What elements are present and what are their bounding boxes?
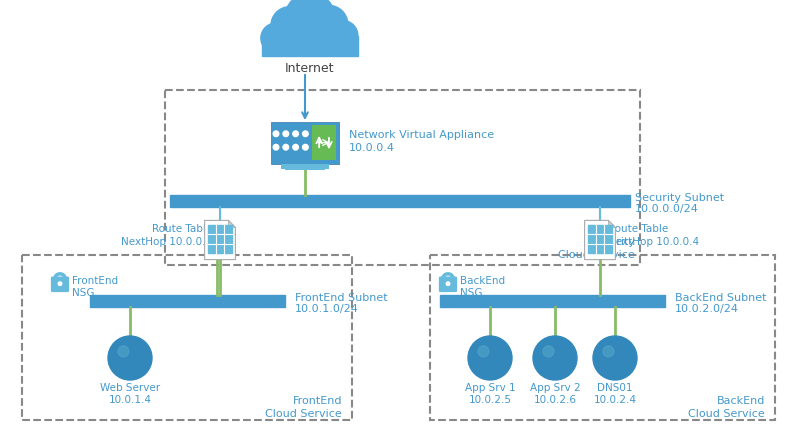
Text: NextHop 10.0.0.4: NextHop 10.0.0.4 [608, 237, 699, 247]
Polygon shape [585, 220, 615, 260]
Circle shape [328, 20, 358, 51]
Text: Network Virtual Appliance: Network Virtual Appliance [349, 130, 494, 140]
Text: FrontEnd: FrontEnd [72, 276, 118, 286]
Text: Route Table: Route Table [608, 224, 668, 234]
Text: Security: Security [589, 237, 635, 247]
Text: BackEnd: BackEnd [460, 276, 505, 286]
Circle shape [283, 131, 289, 137]
Circle shape [286, 23, 319, 56]
Bar [90, 295, 285, 307]
Polygon shape [229, 220, 235, 227]
Bar [22, 255, 352, 420]
Circle shape [57, 281, 62, 286]
Text: Cloud Service: Cloud Service [558, 250, 635, 260]
Bar [587, 226, 612, 253]
Bar [312, 125, 336, 160]
Text: FrontEnd: FrontEnd [292, 396, 342, 406]
Circle shape [292, 144, 298, 150]
Text: 10.0.1.0/24: 10.0.1.0/24 [295, 304, 359, 314]
Text: DNS01: DNS01 [597, 383, 633, 393]
Text: BackEnd Subnet: BackEnd Subnet [675, 293, 767, 303]
Circle shape [271, 6, 308, 44]
Text: Cloud Service: Cloud Service [265, 409, 342, 419]
Text: 10.0.2.0/24: 10.0.2.0/24 [675, 304, 739, 314]
Text: 10.0.1.4: 10.0.1.4 [108, 395, 151, 405]
Bar [207, 226, 233, 253]
Bar [262, 36, 358, 56]
Circle shape [118, 346, 129, 357]
Circle shape [593, 336, 637, 380]
Bar [170, 195, 630, 207]
Circle shape [273, 144, 279, 150]
Text: App Srv 2: App Srv 2 [530, 383, 580, 393]
Circle shape [283, 144, 289, 150]
Circle shape [533, 336, 577, 380]
Bar [271, 122, 339, 164]
Text: Security Subnet: Security Subnet [635, 193, 724, 203]
Text: Route Table: Route Table [151, 224, 212, 234]
FancyBboxPatch shape [51, 276, 69, 292]
Circle shape [478, 346, 489, 357]
Text: 10.0.2.6: 10.0.2.6 [533, 395, 576, 405]
Circle shape [446, 281, 450, 286]
Text: 10.0.2.5: 10.0.2.5 [469, 395, 512, 405]
Text: 10.0.2.4: 10.0.2.4 [594, 395, 637, 405]
Text: BackEnd: BackEnd [717, 396, 765, 406]
Polygon shape [608, 220, 615, 227]
Text: Cloud Service: Cloud Service [689, 409, 765, 419]
Text: FrontEnd Subnet: FrontEnd Subnet [295, 293, 387, 303]
Bar [440, 295, 665, 307]
Circle shape [303, 131, 308, 137]
Circle shape [603, 346, 614, 357]
Circle shape [108, 336, 152, 380]
Bar [165, 90, 640, 265]
Text: Web Server: Web Server [100, 383, 160, 393]
Circle shape [285, 0, 336, 43]
Circle shape [261, 23, 291, 53]
Text: NSG: NSG [72, 288, 95, 298]
Text: NextHop 10.0.0.4: NextHop 10.0.0.4 [121, 237, 212, 247]
Text: Internet: Internet [285, 62, 335, 75]
Polygon shape [205, 220, 235, 260]
Text: App Srv 1: App Srv 1 [465, 383, 516, 393]
Circle shape [292, 131, 298, 137]
Bar [281, 164, 329, 169]
FancyBboxPatch shape [439, 276, 457, 292]
Circle shape [543, 346, 554, 357]
Text: 10.0.0.4: 10.0.0.4 [349, 143, 395, 153]
Circle shape [304, 25, 334, 56]
Circle shape [310, 6, 347, 43]
Text: 10.0.0.0/24: 10.0.0.0/24 [635, 204, 699, 214]
Bar [430, 255, 775, 420]
Circle shape [303, 144, 308, 150]
Text: NSG: NSG [460, 288, 482, 298]
Circle shape [468, 336, 512, 380]
Circle shape [273, 131, 279, 137]
